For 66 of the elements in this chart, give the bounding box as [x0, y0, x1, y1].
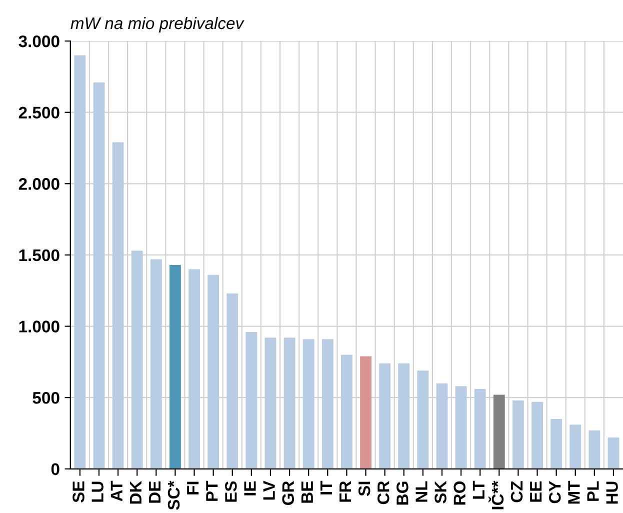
x-tick-label: GR [282, 481, 294, 506]
bar [417, 370, 429, 469]
x-tick-label: SE [72, 481, 84, 502]
y-tick-label: 2.500 [18, 106, 60, 119]
x-tick-label: AT [110, 480, 122, 502]
x-tick-label: PL [587, 481, 599, 501]
bar [74, 55, 86, 469]
y-tick-label: 3.000 [18, 35, 60, 48]
x-tick-label: NL [416, 481, 428, 502]
x-tick-label: EE [530, 481, 542, 502]
bar [264, 338, 276, 469]
bar [112, 142, 124, 469]
bar [284, 338, 296, 469]
x-tick-label: LV [263, 480, 275, 500]
x-tick-label: IE [244, 481, 256, 496]
bar [93, 82, 105, 469]
x-tick-label: IČ** [488, 480, 504, 510]
bar [322, 339, 334, 469]
x-tick-label: FR [340, 481, 352, 502]
x-tick-label: SI [358, 482, 370, 496]
x-tick-label: LU [92, 482, 104, 502]
bar [570, 424, 582, 469]
bar [131, 250, 143, 469]
bar [588, 430, 600, 469]
y-tick-label: 1.500 [19, 249, 60, 262]
x-tick-label: LT [472, 480, 484, 499]
y-tick-label: 2.000 [18, 178, 60, 190]
x-tick-label: FI [187, 482, 199, 494]
bar [512, 400, 524, 469]
bar [169, 264, 181, 469]
x-tick-label: DE [148, 481, 160, 503]
bar [493, 394, 505, 469]
bar [150, 259, 162, 469]
bar [208, 274, 220, 469]
x-tick-label: MT [568, 480, 580, 504]
bar [532, 402, 543, 469]
x-tick-label: BE [301, 481, 313, 503]
y-axis-title: mW na mio prebivalcev [70, 16, 244, 32]
bar [436, 383, 448, 469]
x-tick-label: SK [434, 480, 446, 504]
bar [360, 356, 372, 469]
bar [188, 269, 200, 469]
bar [226, 293, 238, 469]
bar [340, 354, 352, 469]
bar [455, 386, 467, 469]
y-tick-label: 0 [51, 463, 60, 476]
x-tick-label: RO [454, 481, 466, 505]
x-tick-label: BG [396, 482, 408, 505]
x-tick-label: ES [225, 481, 237, 502]
bar [398, 363, 410, 469]
bar [474, 389, 486, 469]
bar [379, 363, 391, 469]
x-tick-label: CZ [510, 481, 523, 502]
bar [608, 438, 620, 469]
x-tick-label: CR [377, 481, 390, 504]
bar [302, 339, 314, 469]
x-tick-label: HU [606, 482, 618, 504]
bar [550, 418, 562, 469]
bar [246, 332, 258, 469]
y-tick-label: 1.000 [19, 320, 60, 332]
x-tick-label: SC* [168, 480, 180, 510]
x-tick-label: DK [130, 480, 142, 504]
x-tick-label: IT [320, 480, 332, 494]
y-tick-label: 500 [32, 392, 60, 404]
x-tick-label: PT [206, 480, 218, 501]
x-tick-label: CY [548, 480, 561, 504]
